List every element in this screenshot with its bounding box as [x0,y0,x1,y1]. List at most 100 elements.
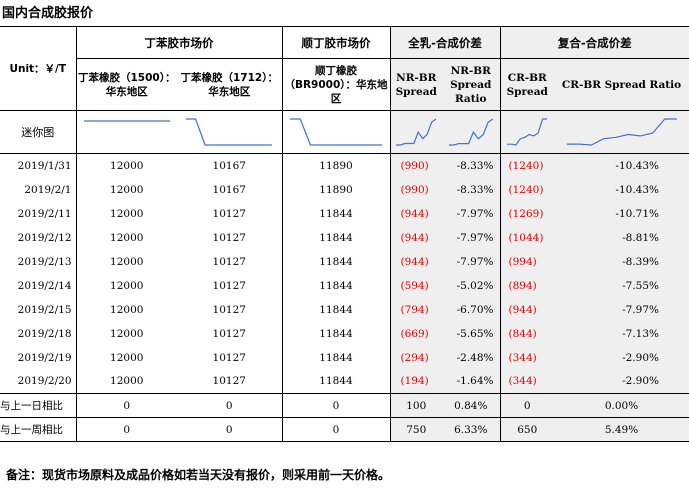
row-nr-ratio: -8.33% [442,177,501,202]
row-cr-ratio: -7.55% [554,273,689,298]
row-sbr1500: 12000 [110,327,144,340]
row-sbr1712: 10127 [177,345,283,370]
compare-label: 与上一日相比 [0,393,77,418]
sparkline-cell-sbr1500 [76,110,177,154]
table-row: 2019/1/31 12000 10167 11890 (990) -8.33% (1240… [0,153,689,178]
row-sbr1712: 10167 [177,177,283,202]
row-sbr1712: 10127 [177,225,283,250]
compare-row: 与上一日相比 0 0 0 100 0.84% 0 0.00% [0,393,689,418]
col-header-cr-ratio: CR-BR Spread Ratio [554,58,689,111]
row-sbr1712: 10127 [177,273,283,298]
row-nr-spread: (669) [390,321,442,346]
row-nr-spread: (944) [390,249,442,274]
row-sbr1500: 12000 [110,279,144,292]
row-sbr1712: 10127 [177,297,283,322]
group-header-sbr: 丁苯胶市场价 [76,26,283,59]
row-nr-spread: (194) [390,369,442,394]
compare-nr-spread: 100 [390,393,442,418]
row-cr-ratio: -7.97% [554,297,689,322]
sparkline-nr-ratio [448,118,494,146]
sparkline-cell-br9000 [282,110,391,154]
row-cr-spread: (1240) [500,177,554,202]
header-row-groups: Unit：￥/T 丁苯胶市场价 顺丁胶市场价 全乳-合成价差 复合-合成价差 [0,26,689,111]
row-date: 2019/2/14 [0,273,77,298]
col-header-sbr1500: 丁苯橡胶（1500）：华东地区 [76,58,177,111]
row-br9000: 11844 [282,249,391,274]
table-row: 2019/2/1 12000 10167 11890 (990) -8.33% (1240)… [0,177,689,202]
row-br9000: 11844 [282,297,391,322]
row-cr-spread: (844) [500,321,554,346]
table-row: 2019/2/19 12000 10127 11844 (294) -2.48% (344)… [0,345,689,370]
sparkline-line-cr_ratio [566,118,677,146]
col-header-nr-spread: NR-BR Spread [390,58,442,111]
row-date: 2019/2/15 [0,297,77,322]
sparkline-cell-cr-spread [500,110,554,154]
data-rows: 2019/1/31 12000 10167 11890 (990) -8.33% (1240… [0,153,689,394]
sparkline-cr-spread [507,118,548,146]
table-row: 2019/2/13 12000 10127 11844 (944) -7.97% (994)… [0,249,689,274]
row-sbr1712: 10127 [177,321,283,346]
row-cr-ratio: -10.43% [554,177,689,202]
compare-sbr1712: 0 [177,393,283,418]
row-br9000: 11844 [282,201,391,226]
row-nr-ratio: -7.97% [442,201,501,226]
table-row: 2019/2/12 12000 10127 11844 (944) -7.97% (1044… [0,225,689,250]
row-nr-spread: (294) [390,345,442,370]
compare-row: 与上一周相比 0 0 0 750 6.33% 650 5.49% [0,417,689,442]
table-row: 2019/2/18 12000 10127 11844 (669) -5.65% (844)… [0,321,689,346]
table-row: 2019/2/14 12000 10127 11844 (594) -5.02% (894)… [0,273,689,298]
row-sbr1500: 12000 [110,231,144,244]
sparkline-cell-nr-spread [390,110,442,154]
sparkline-cell-sbr1712 [177,110,283,154]
footnote: 备注：现货市场原料及成品价格如若当天没有报价，则采用前一天价格。 [6,468,391,482]
row-cr-ratio: -7.13% [554,321,689,346]
row-cr-spread: (894) [500,273,554,298]
col-header-cr-spread: CR-BR Spread [500,58,554,111]
row-cr-spread: (1269) [500,201,554,226]
row-sbr1500: 12000 [110,351,144,364]
row-br9000: 11844 [282,369,391,394]
row-cr-spread: (944) [500,297,554,322]
sparkline-sbr1500 [83,120,170,122]
row-sbr1500: 12000 [76,369,177,394]
row-date: 2019/2/11 [0,201,77,226]
row-sbr1712: 10127 [177,369,283,394]
header-row-columns: 丁苯橡胶（1500）：华东地区 丁苯橡胶（1712）：华东地区 顺丁橡胶（BR9… [0,58,689,111]
row-nr-spread: (944) [390,201,442,226]
row-cr-ratio: -8.81% [554,225,689,250]
row-nr-ratio: -8.33% [442,153,501,178]
sparkline-line-cr_spread [507,118,548,146]
row-cr-ratio: -10.43% [554,153,689,178]
compare-cr-spread: 650 [500,417,554,442]
compare-br9000: 0 [282,393,391,418]
row-cr-ratio: -8.39% [554,249,689,274]
row-sbr1500: 12000 [110,183,144,196]
col-header-nr-ratio: NR-BR Spread Ratio [442,58,501,111]
compare-sbr1500: 0 [76,417,177,442]
row-cr-spread: (344) [500,369,554,394]
row-date: 2019/2/19 [0,345,77,370]
row-date: 2019/1/31 [0,153,77,178]
row-nr-ratio: -2.48% [442,345,501,370]
row-nr-ratio: -7.97% [442,249,501,274]
group-header-br: 顺丁胶市场价 [282,26,391,59]
compare-label: 与上一周相比 [0,417,77,442]
price-table: Unit：￥/T 丁苯胶市场价 顺丁胶市场价 全乳-合成价差 复合-合成价差 丁… [0,26,689,442]
row-sbr1500: 12000 [110,303,144,316]
row-sbr1712: 10127 [177,201,283,226]
sparkline-br9000 [290,118,382,146]
compare-cr-ratio: 0.00% [554,393,689,418]
compare-cr-spread: 0 [500,393,554,418]
row-br9000: 11844 [282,321,391,346]
row-cr-ratio: -2.90% [554,345,689,370]
row-br9000: 11890 [282,177,391,202]
row-cr-spread: (1240) [500,153,554,178]
row-cr-spread: (1044) [500,225,554,250]
unit-label: Unit：￥/T [0,26,77,111]
col-header-br9000: 顺丁橡胶（BR9000）：华东地区 [282,58,391,111]
sparkline-row-label: 迷你图 [0,110,77,154]
group-header-nr: 全乳-合成价差 [390,26,501,59]
row-date: 2019/2/1 [0,177,77,202]
row-nr-ratio: -5.02% [442,273,501,298]
table-row: 2019/2/20 12000 10127 11844 (194) -1.64% (344)… [0,369,689,394]
